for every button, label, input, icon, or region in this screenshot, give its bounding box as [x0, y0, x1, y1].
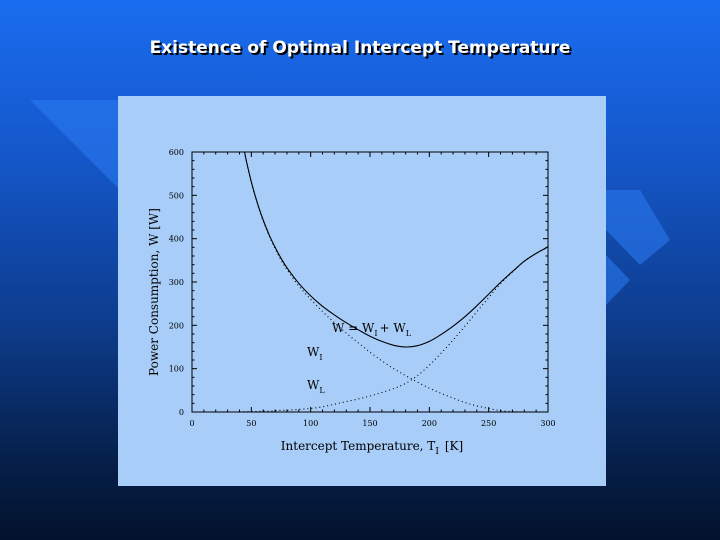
y-tick-label: 400 — [169, 235, 184, 244]
x-axis-label: Intercept Temperature, TI [K] — [281, 439, 463, 457]
y-tick-label: 500 — [169, 191, 184, 200]
y-tick-label: 200 — [169, 321, 184, 330]
y-tick-label: 100 — [169, 365, 184, 374]
y-tick-label: 600 — [169, 148, 184, 157]
x-tick-label: 100 — [303, 419, 318, 428]
plot-frame — [191, 151, 549, 413]
x-tick-label: 200 — [422, 419, 437, 428]
x-tick-label: 50 — [246, 419, 256, 428]
axis-ticks: 0 50 100 150 200 250 300 0 100 200 300 400 500 600 — [169, 148, 556, 428]
y-tick-label: 0 — [179, 408, 184, 417]
chart: 0 50 100 150 200 250 300 0 100 200 300 400 500 600 W … — [147, 148, 556, 457]
x-tick-label: 300 — [540, 419, 555, 428]
decor-chevron-right-top — [600, 190, 670, 265]
series-wi — [243, 152, 548, 412]
decor-chevron-right-bottom — [606, 255, 630, 305]
series-labels: W = WI + WL WI WL — [307, 321, 412, 395]
slide-title: Existence of Optimal Intercept Temperatu… — [149, 38, 571, 58]
x-tick-label: 150 — [362, 419, 377, 428]
label-wi: WI — [307, 345, 323, 362]
series-total-w — [243, 152, 548, 348]
y-tick-label: 300 — [169, 278, 184, 287]
x-tick-label: 0 — [189, 419, 194, 428]
x-tick-label: 250 — [481, 419, 496, 428]
series-group — [239, 152, 548, 412]
chart-panel: 0 50 100 150 200 250 300 0 100 200 300 400 500 600 W … — [118, 96, 606, 486]
label-wl: WL — [307, 378, 325, 395]
label-total-w: W = WI + WL — [332, 321, 412, 338]
y-axis-label: Power Consumption, W [W] — [147, 208, 161, 376]
